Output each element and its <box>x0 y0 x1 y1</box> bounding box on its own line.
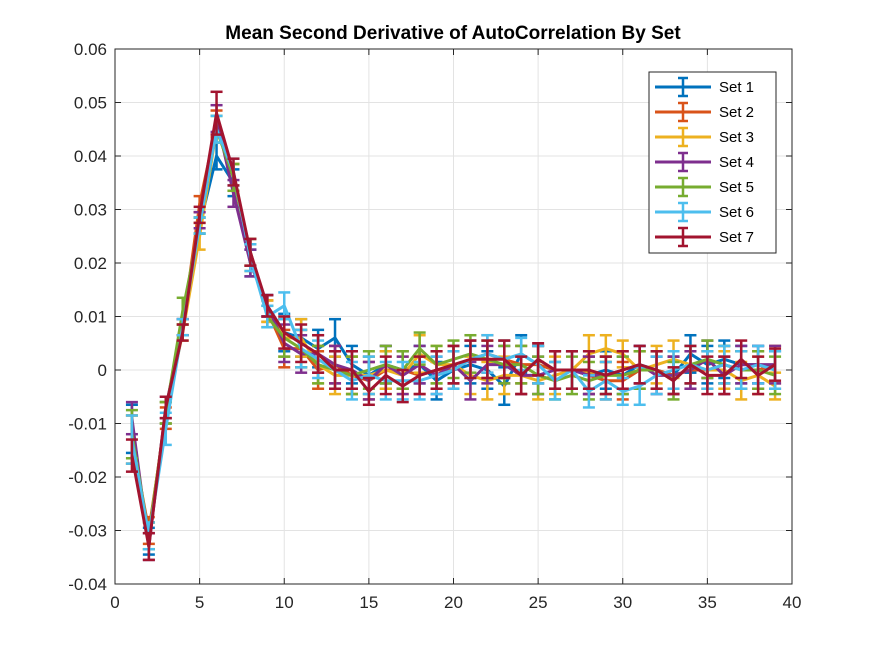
y-tick-label: 0.03 <box>74 201 107 220</box>
legend-entry: Set 2 <box>655 101 754 123</box>
y-tick-label: 0.02 <box>74 254 107 273</box>
y-tick-label: -0.03 <box>68 522 107 541</box>
x-tick-label: 35 <box>698 593 717 612</box>
legend-entry: Set 3 <box>655 126 754 148</box>
y-tick-label: 0 <box>98 361 107 380</box>
legend-entry: Set 1 <box>655 76 754 98</box>
legend: Set 1 Set 2 Set 3 Set 4 Set 5 Set 6 Set 7 <box>648 71 777 254</box>
y-tick-label: -0.04 <box>68 575 107 594</box>
legend-label: Set 6 <box>719 204 754 221</box>
x-tick-label: 0 <box>110 593 119 612</box>
legend-label: Set 4 <box>719 154 754 171</box>
legend-entry: Set 4 <box>655 151 754 173</box>
x-tick-label: 5 <box>195 593 204 612</box>
series-7 <box>125 90 782 562</box>
x-tick-label: 40 <box>783 593 802 612</box>
x-tick-label: 30 <box>613 593 632 612</box>
chart-title: Mean Second Derivative of AutoCorrelatio… <box>225 23 681 44</box>
ticks: 0 5 10 15 20 25 30 35 40 -0.04 -0.03 -0.02 -0.01 0 0.0… <box>68 40 801 612</box>
legend-label: Set 1 <box>719 79 754 96</box>
series-layer <box>125 90 782 562</box>
y-tick-label: 0.01 <box>74 308 107 327</box>
legend-label: Set 3 <box>719 129 754 146</box>
y-tick-label: 0.06 <box>74 40 107 59</box>
legend-label: Set 2 <box>719 104 754 121</box>
x-tick-label: 15 <box>359 593 378 612</box>
legend-entry: Set 7 <box>655 226 754 248</box>
y-tick-label: -0.01 <box>68 415 107 434</box>
y-tick-label: 0.05 <box>74 94 107 113</box>
x-tick-label: 20 <box>444 593 463 612</box>
legend-label: Set 5 <box>719 179 754 196</box>
legend-entry: Set 6 <box>655 201 754 223</box>
y-tick-label: -0.02 <box>68 468 107 487</box>
y-tick-label: 0.04 <box>74 147 107 166</box>
legend-label: Set 7 <box>719 229 754 246</box>
x-tick-label: 10 <box>275 593 294 612</box>
x-tick-label: 25 <box>529 593 548 612</box>
legend-entry: Set 5 <box>655 176 754 198</box>
